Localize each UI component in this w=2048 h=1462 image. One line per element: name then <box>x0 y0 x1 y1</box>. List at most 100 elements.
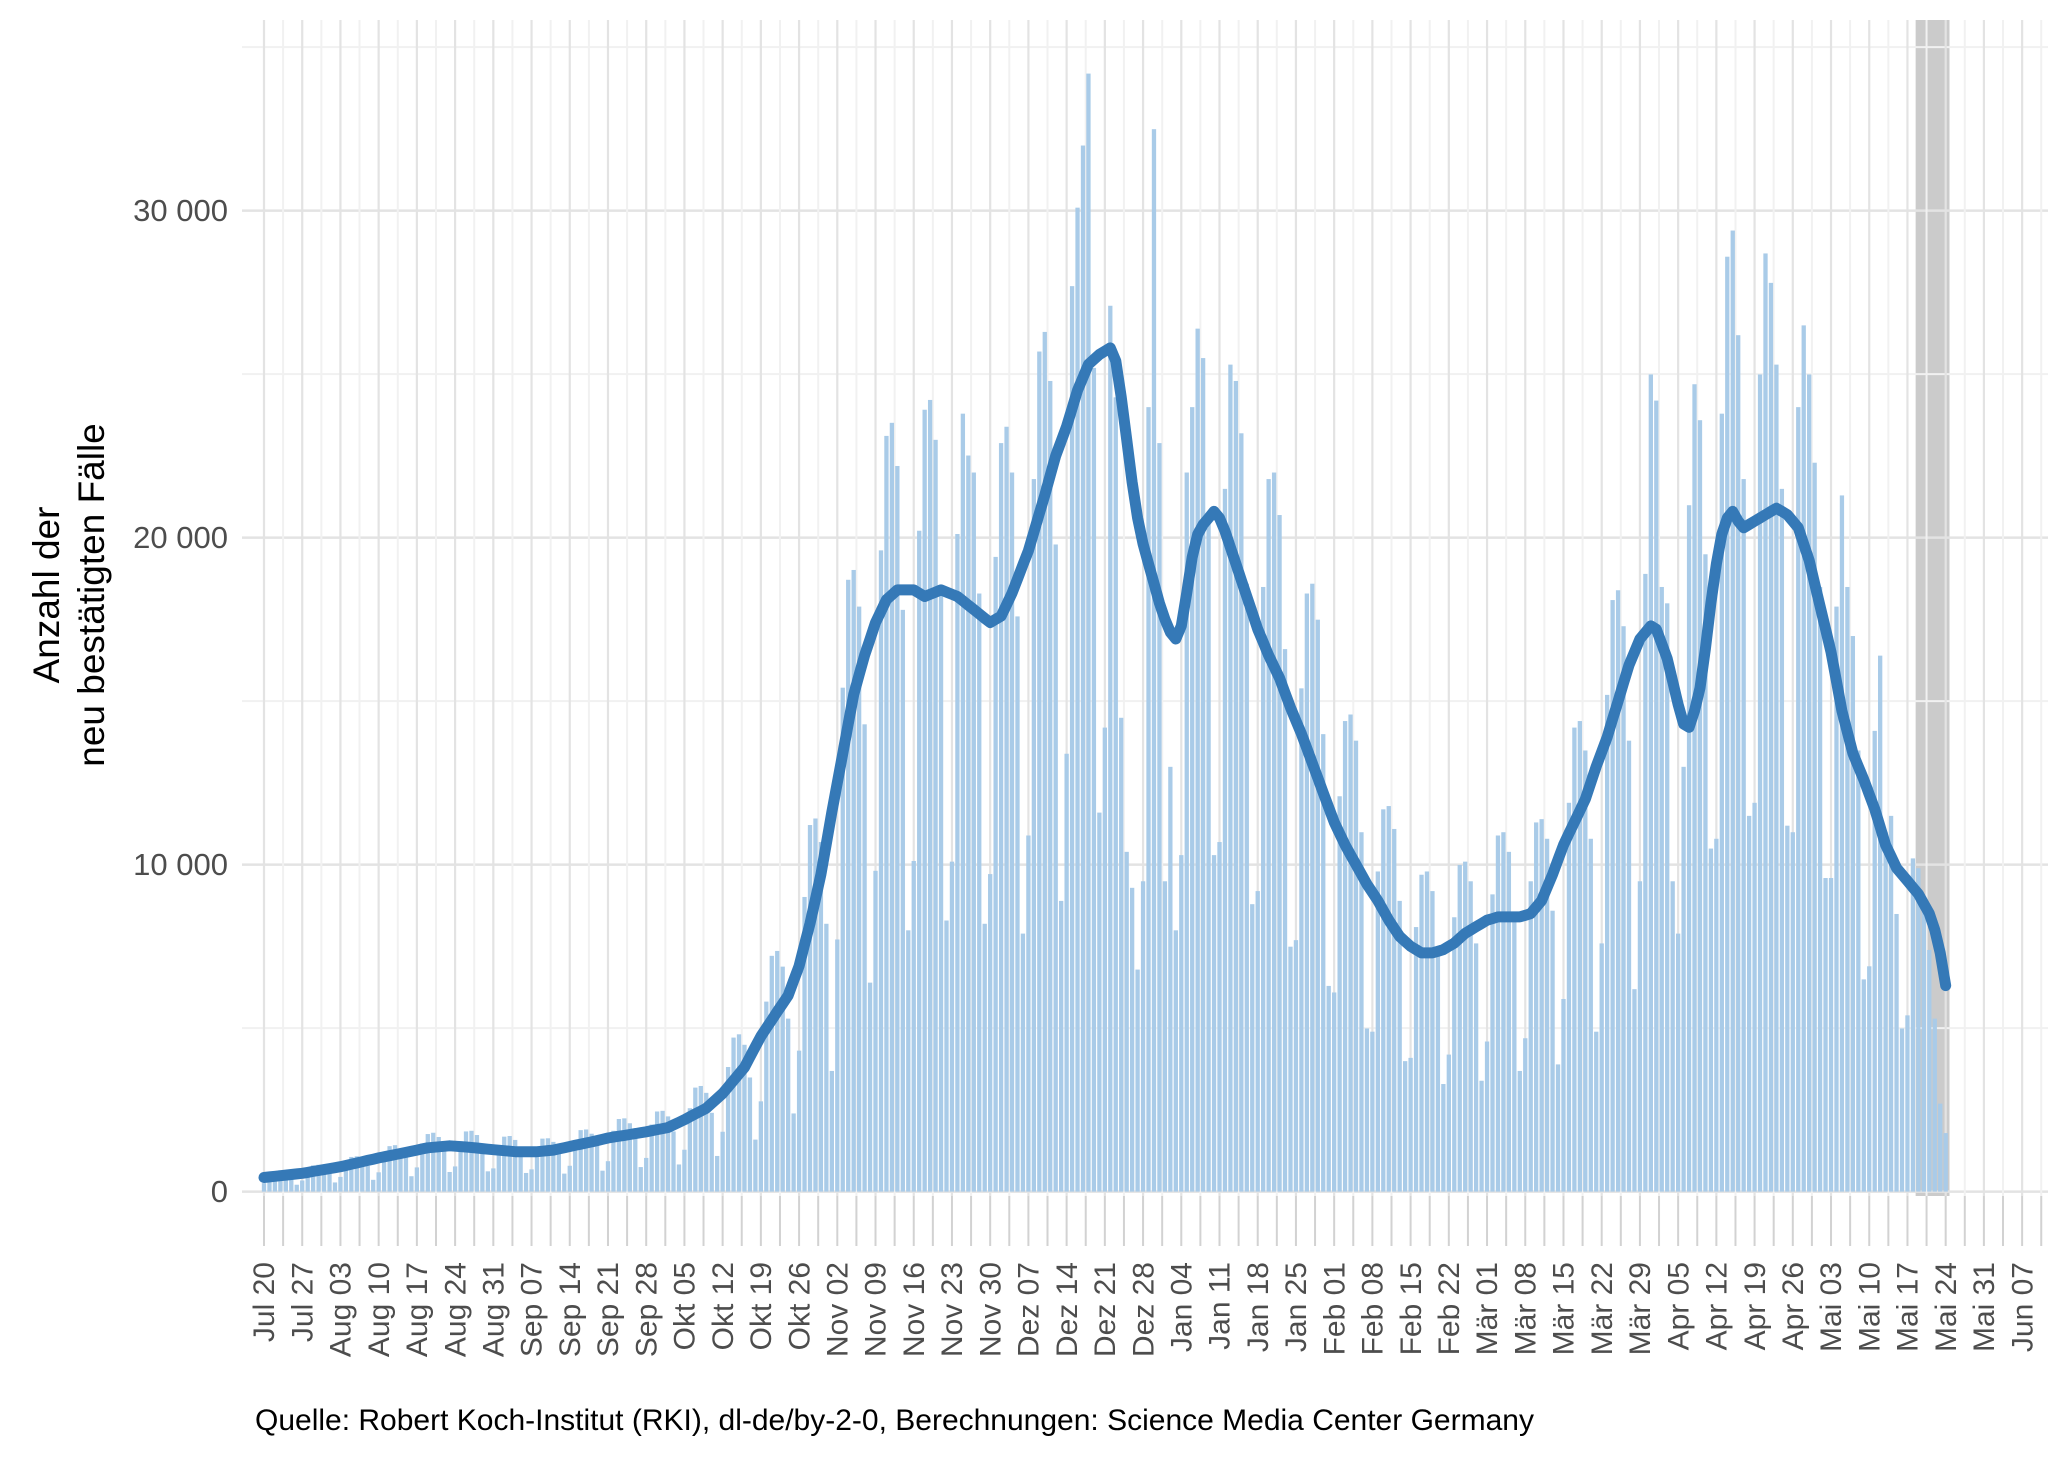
daily-cases-bar <box>261 1183 267 1192</box>
x-tick-label: Jun 07 <box>2006 1262 2039 1352</box>
daily-cases-bar <box>747 1077 753 1192</box>
daily-cases-bar <box>294 1184 299 1192</box>
daily-cases-bar <box>654 1111 660 1192</box>
daily-cases-bar <box>1861 979 1866 1192</box>
daily-cases-bar <box>1736 335 1741 1192</box>
daily-cases-bar <box>818 842 824 1192</box>
x-tick-label: Apr 05 <box>1662 1262 1695 1350</box>
daily-cases-bar <box>1850 636 1856 1192</box>
daily-cases-bar <box>507 1136 512 1192</box>
daily-cases-bar <box>420 1143 425 1192</box>
daily-cases-bar <box>998 443 1004 1192</box>
x-tick-label: Mai 24 <box>1930 1262 1963 1352</box>
daily-cases-bar <box>878 550 884 1192</box>
daily-cases-bar <box>1692 384 1697 1192</box>
daily-cases-bar <box>1353 740 1359 1192</box>
x-tick-label: Sep 28 <box>630 1262 663 1357</box>
daily-cases-bar <box>1823 878 1828 1192</box>
x-tick-label: Jul 20 <box>248 1262 281 1342</box>
x-tick-label: Dez 07 <box>1013 1262 1046 1357</box>
daily-cases-bar <box>1048 380 1053 1192</box>
daily-cases-bar <box>474 1135 480 1192</box>
daily-cases-bar <box>1113 397 1118 1192</box>
daily-cases-bar <box>1807 374 1812 1192</box>
daily-cases-bar <box>605 1161 611 1192</box>
daily-cases-bar <box>971 472 976 1192</box>
daily-cases-bar <box>1665 603 1670 1192</box>
daily-cases-bar <box>403 1157 409 1192</box>
daily-cases-bar <box>1413 927 1419 1192</box>
daily-cases-bar <box>1315 619 1320 1192</box>
daily-cases-bar <box>1135 969 1140 1192</box>
daily-cases-bar <box>1086 73 1091 1192</box>
daily-cases-bar <box>1179 855 1184 1192</box>
daily-cases-bar <box>1916 868 1921 1192</box>
daily-cases-bar <box>1894 913 1899 1192</box>
daily-cases-bar <box>1217 842 1222 1192</box>
daily-cases-bar <box>1430 891 1435 1192</box>
daily-cases-bar <box>1348 714 1353 1192</box>
daily-cases-bar <box>1839 495 1845 1192</box>
daily-cases-bar <box>1419 874 1424 1192</box>
daily-cases-bar <box>1512 920 1517 1192</box>
daily-cases-bar <box>753 1139 758 1192</box>
x-tick-label: Mai 31 <box>1968 1262 2001 1352</box>
daily-cases-bar <box>796 1050 802 1192</box>
daily-cases-bar <box>1943 1133 1948 1192</box>
x-tick-label: Jan 18 <box>1242 1262 1275 1352</box>
daily-cases-bar <box>523 1172 529 1192</box>
daily-cases-bar <box>1599 943 1604 1192</box>
daily-cases-bar <box>1332 992 1337 1192</box>
daily-cases-bar <box>1675 933 1681 1192</box>
daily-cases-bar <box>589 1133 594 1192</box>
x-tick-label: Dez 14 <box>1051 1262 1084 1357</box>
y-axis-title-line-1: Anzahl der <box>26 507 67 684</box>
daily-cases-bar <box>1534 822 1539 1192</box>
x-tick-label: Aug 17 <box>401 1262 434 1357</box>
daily-cases-bar <box>1250 904 1255 1192</box>
daily-cases-bar <box>1506 851 1512 1192</box>
daily-cases-bar <box>846 579 851 1192</box>
daily-cases-bar <box>545 1138 551 1192</box>
daily-cases-bar <box>1211 855 1217 1192</box>
daily-cases-bar <box>638 1167 643 1192</box>
x-tick-label: Okt 12 <box>707 1262 740 1350</box>
daily-cases-bar <box>310 1165 316 1192</box>
daily-cases-bar <box>1288 946 1293 1192</box>
daily-cases-bar <box>583 1129 589 1192</box>
daily-cases-bar <box>529 1169 534 1192</box>
daily-cases-bar <box>709 1112 714 1192</box>
daily-cases-bar <box>1342 721 1348 1192</box>
daily-cases-bar <box>889 422 895 1192</box>
daily-cases-bar <box>452 1166 458 1192</box>
x-tick-label: Feb 01 <box>1318 1262 1351 1355</box>
daily-cases-bar <box>1566 802 1572 1192</box>
x-tick-label: Okt 05 <box>669 1262 702 1350</box>
daily-cases-bar <box>731 1037 736 1192</box>
daily-cases-bar <box>829 1070 834 1192</box>
daily-cases-bar <box>895 465 900 1192</box>
daily-cases-bar <box>1883 832 1888 1192</box>
daily-cases-bar <box>1408 1057 1413 1192</box>
daily-cases-bar <box>409 1176 414 1192</box>
daily-cases-bar <box>1190 407 1195 1192</box>
daily-cases-bar <box>1157 443 1162 1192</box>
daily-cases-bar <box>1424 871 1430 1192</box>
daily-cases-bar <box>1785 825 1790 1192</box>
daily-cases-bar <box>1108 305 1113 1192</box>
x-tick-label: Nov 30 <box>974 1262 1007 1357</box>
x-tick-label: Nov 16 <box>898 1262 931 1357</box>
daily-cases-bar <box>425 1134 430 1192</box>
daily-cases-bar <box>376 1172 381 1192</box>
y-tick-label: 10 000 <box>133 847 228 882</box>
daily-cases-bar <box>431 1132 436 1192</box>
daily-cases-bar <box>289 1176 294 1192</box>
daily-cases-bar <box>1905 1015 1910 1192</box>
daily-cases-bar <box>1703 554 1708 1192</box>
x-tick-label: Mai 10 <box>1853 1262 1886 1352</box>
daily-cases-bar <box>1244 583 1249 1192</box>
daily-cases-bar <box>485 1171 491 1192</box>
x-tick-label: Nov 02 <box>822 1262 855 1357</box>
daily-cases-bar <box>491 1168 496 1192</box>
